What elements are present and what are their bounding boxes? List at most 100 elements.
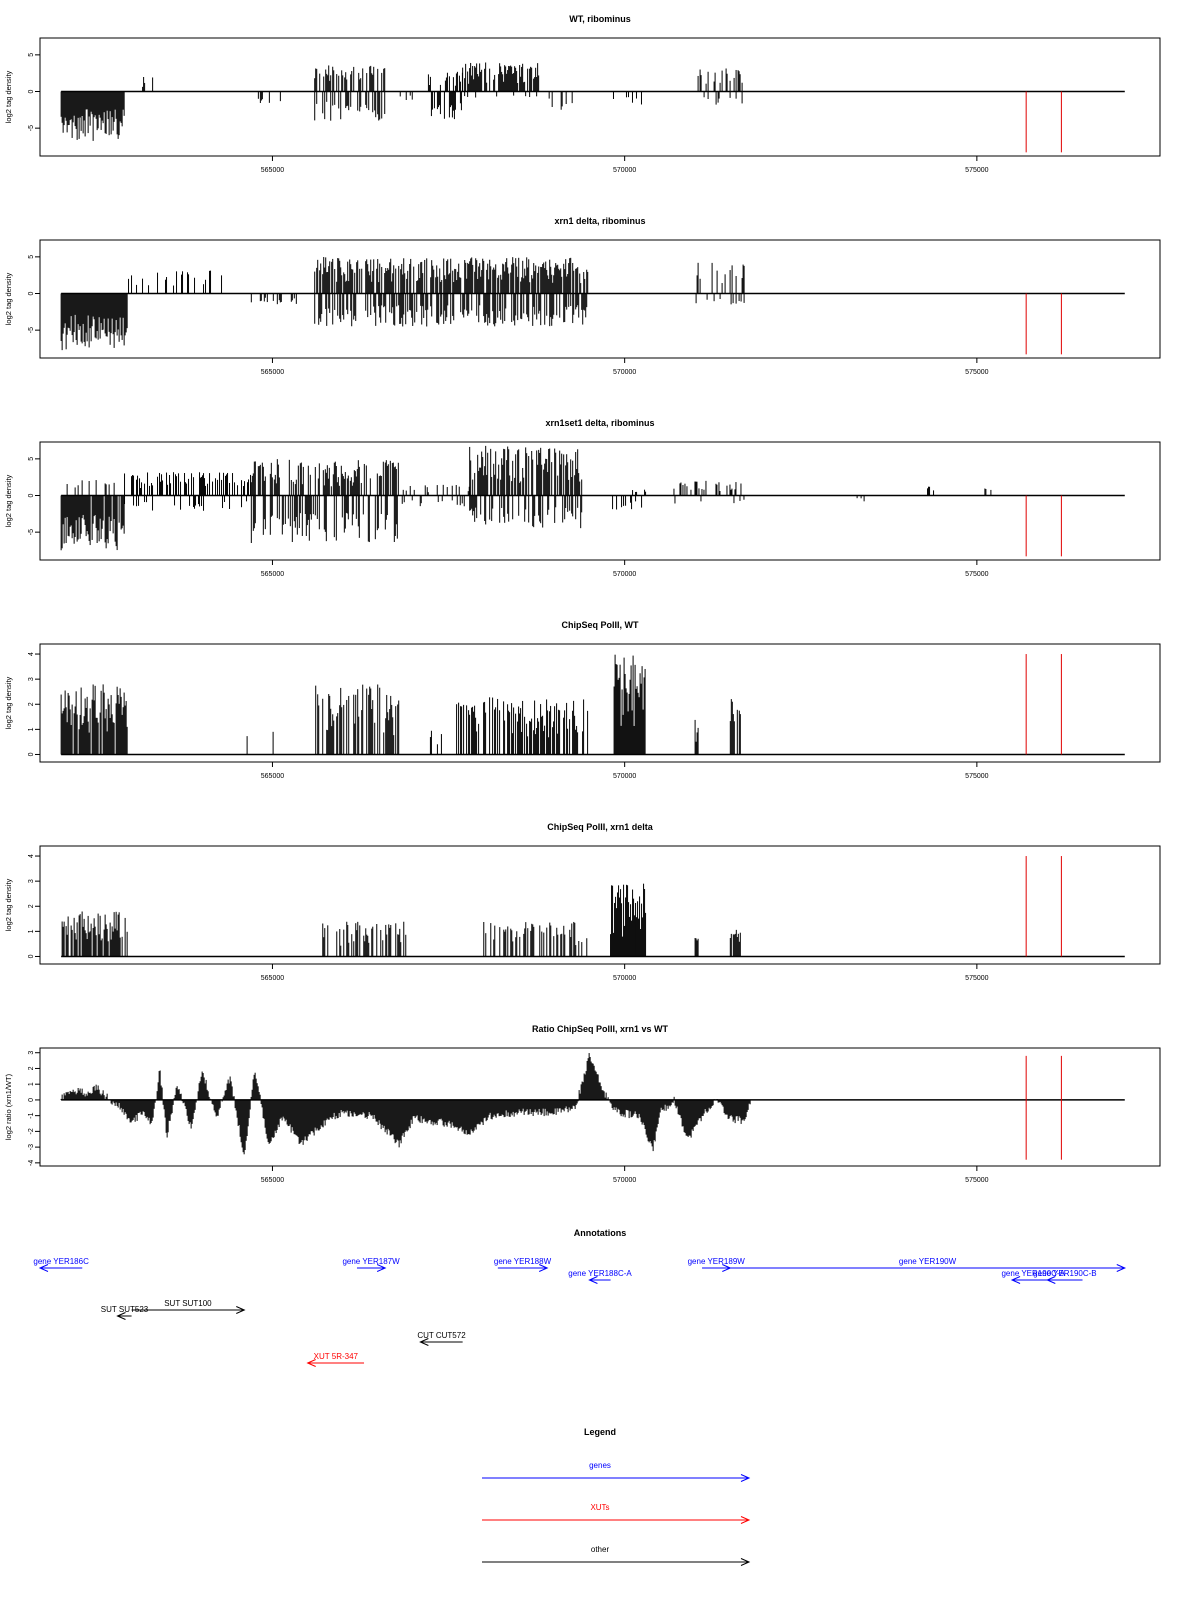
feature-label: gene YER189W xyxy=(688,1257,746,1266)
y-axis-label: log2 tag density xyxy=(4,272,13,325)
y-tick-label: -1 xyxy=(28,1112,35,1118)
y-tick-label: 0 xyxy=(28,291,35,295)
legend-item-arrowhead xyxy=(740,1516,751,1524)
y-axis-label: log2 tag density xyxy=(4,70,13,123)
x-tick-label: 565000 xyxy=(261,167,284,174)
feature-arrow-head xyxy=(588,1276,598,1284)
y-tick-label: 1 xyxy=(28,929,35,933)
panel-title: xrn1set1 delta, ribominus xyxy=(545,418,654,428)
y-tick-label: 5 xyxy=(28,53,35,57)
x-tick-label: 565000 xyxy=(261,1177,284,1184)
feature-label: CUT CUT572 xyxy=(417,1331,466,1340)
signal-bars xyxy=(60,257,745,351)
feature-arrow-head xyxy=(1116,1264,1127,1272)
plot-frame xyxy=(39,239,1161,359)
x-tick-label: 575000 xyxy=(965,1177,988,1184)
feature-label: SUT SUT100 xyxy=(164,1299,212,1308)
plot-frame xyxy=(39,37,1161,157)
panel-title: ChipSeq PolII, WT xyxy=(562,620,639,630)
y-tick-label: 2 xyxy=(28,702,35,706)
y-tick-label: -5 xyxy=(28,327,35,333)
x-tick-label: 565000 xyxy=(261,773,284,780)
chart-panel-1: WT, ribominus log2 tag density -5 0 5 565000 5… xyxy=(4,14,1161,174)
y-tick-label: 3 xyxy=(28,677,35,681)
feature-arrow-head xyxy=(1010,1276,1021,1284)
panel-title: Ratio ChipSeq PolII, xrn1 vs WT xyxy=(532,1024,669,1034)
legend-item-arrowhead xyxy=(740,1474,751,1482)
feature-label: gene YER188C-A xyxy=(568,1269,632,1278)
y-tick-label: 3 xyxy=(28,879,35,883)
feature-arrow-head xyxy=(538,1264,549,1272)
feature-arrow-head xyxy=(1046,1276,1056,1284)
y-tick-label: 5 xyxy=(28,255,35,259)
legend: Legend genes XUTs other xyxy=(482,1427,751,1566)
feature-label: gene YER186C xyxy=(33,1257,89,1266)
feature-label: XUT 5R-347 xyxy=(314,1352,359,1361)
legend-item-label: genes xyxy=(589,1461,611,1470)
feature-arrow-head xyxy=(306,1359,316,1367)
y-tick-label: -2 xyxy=(28,1128,35,1134)
y-tick-label: 1 xyxy=(28,1082,35,1086)
x-tick-label: 575000 xyxy=(965,167,988,174)
legend-item-arrowhead xyxy=(740,1558,751,1566)
y-tick-label: 2 xyxy=(28,1066,35,1070)
y-tick-label: 4 xyxy=(28,854,35,858)
feature-label: gene YER187W xyxy=(342,1257,400,1266)
chart-panel-5: ChipSeq PolII, xrn1 delta log2 tag densit… xyxy=(4,822,1161,982)
x-tick-label: 575000 xyxy=(965,369,988,376)
y-tick-label: 0 xyxy=(28,89,35,93)
ratio-area xyxy=(60,1053,752,1155)
panel-title: ChipSeq PolII, xrn1 delta xyxy=(547,822,654,832)
legend-item-label: XUTs xyxy=(590,1503,609,1512)
signal-bars xyxy=(60,654,741,755)
plot-frame xyxy=(39,1047,1161,1167)
feature-label: gene YER190W xyxy=(899,1257,957,1266)
y-tick-label: 0 xyxy=(28,493,35,497)
y-tick-label: 1 xyxy=(28,727,35,731)
feature-arrow-head xyxy=(236,1306,246,1314)
x-tick-label: 565000 xyxy=(261,975,284,982)
feature-arrow-head xyxy=(116,1312,126,1320)
y-tick-label: -4 xyxy=(28,1160,35,1166)
chart-panel-2: xrn1 delta, ribominus log2 tag density -5 0… xyxy=(4,216,1161,376)
feature-label: gene YER190C-B xyxy=(1033,1269,1096,1278)
y-tick-label: 5 xyxy=(28,457,35,461)
y-axis-label: log2 tag density xyxy=(4,474,13,527)
panel-title: xrn1 delta, ribominus xyxy=(554,216,645,226)
feature-label: gene YER190C-A xyxy=(1001,1269,1065,1278)
x-tick-label: 570000 xyxy=(613,975,636,982)
annotation-track: Annotations gene YER186C gene YER187W gene … xyxy=(33,1228,1127,1367)
y-axis-label: log2 ratio (xrn1/WT) xyxy=(4,1073,13,1140)
y-axis-label: log2 tag density xyxy=(4,676,13,729)
feature-arrow-head xyxy=(376,1264,387,1272)
x-tick-label: 570000 xyxy=(613,571,636,578)
chart-panel-6: Ratio ChipSeq PolII, xrn1 vs WT log2 rati… xyxy=(4,1024,1161,1184)
plot-frame xyxy=(39,441,1161,561)
x-tick-label: 565000 xyxy=(261,571,284,578)
plot-frame xyxy=(39,643,1161,763)
x-tick-label: 570000 xyxy=(613,1177,636,1184)
chart-panel-4: ChipSeq PolII, WT log2 tag density 0 1 2 3 4 56… xyxy=(4,620,1161,780)
feature-arrow-head xyxy=(38,1264,49,1272)
y-tick-label: 0 xyxy=(28,752,35,756)
x-tick-label: 570000 xyxy=(613,773,636,780)
x-tick-label: 575000 xyxy=(965,975,988,982)
signal-bars xyxy=(61,883,741,957)
x-tick-label: 570000 xyxy=(613,167,636,174)
chart-panel-3: xrn1set1 delta, ribominus log2 tag densit… xyxy=(4,418,1161,578)
signal-bars xyxy=(60,445,992,551)
feature-label: gene YER188W xyxy=(494,1257,552,1266)
y-tick-label: 3 xyxy=(28,1051,35,1055)
y-tick-label: 0 xyxy=(28,1098,35,1102)
legend-item-label: other xyxy=(591,1545,610,1554)
x-tick-label: 575000 xyxy=(965,773,988,780)
x-tick-label: 570000 xyxy=(613,369,636,376)
x-tick-label: 565000 xyxy=(261,369,284,376)
y-tick-label: -5 xyxy=(28,529,35,535)
plot-frame xyxy=(39,845,1161,965)
signal-bars xyxy=(60,62,743,141)
feature-label: SUT SUT523 xyxy=(101,1305,149,1314)
y-axis-label: log2 tag density xyxy=(4,878,13,931)
x-tick-label: 575000 xyxy=(965,571,988,578)
